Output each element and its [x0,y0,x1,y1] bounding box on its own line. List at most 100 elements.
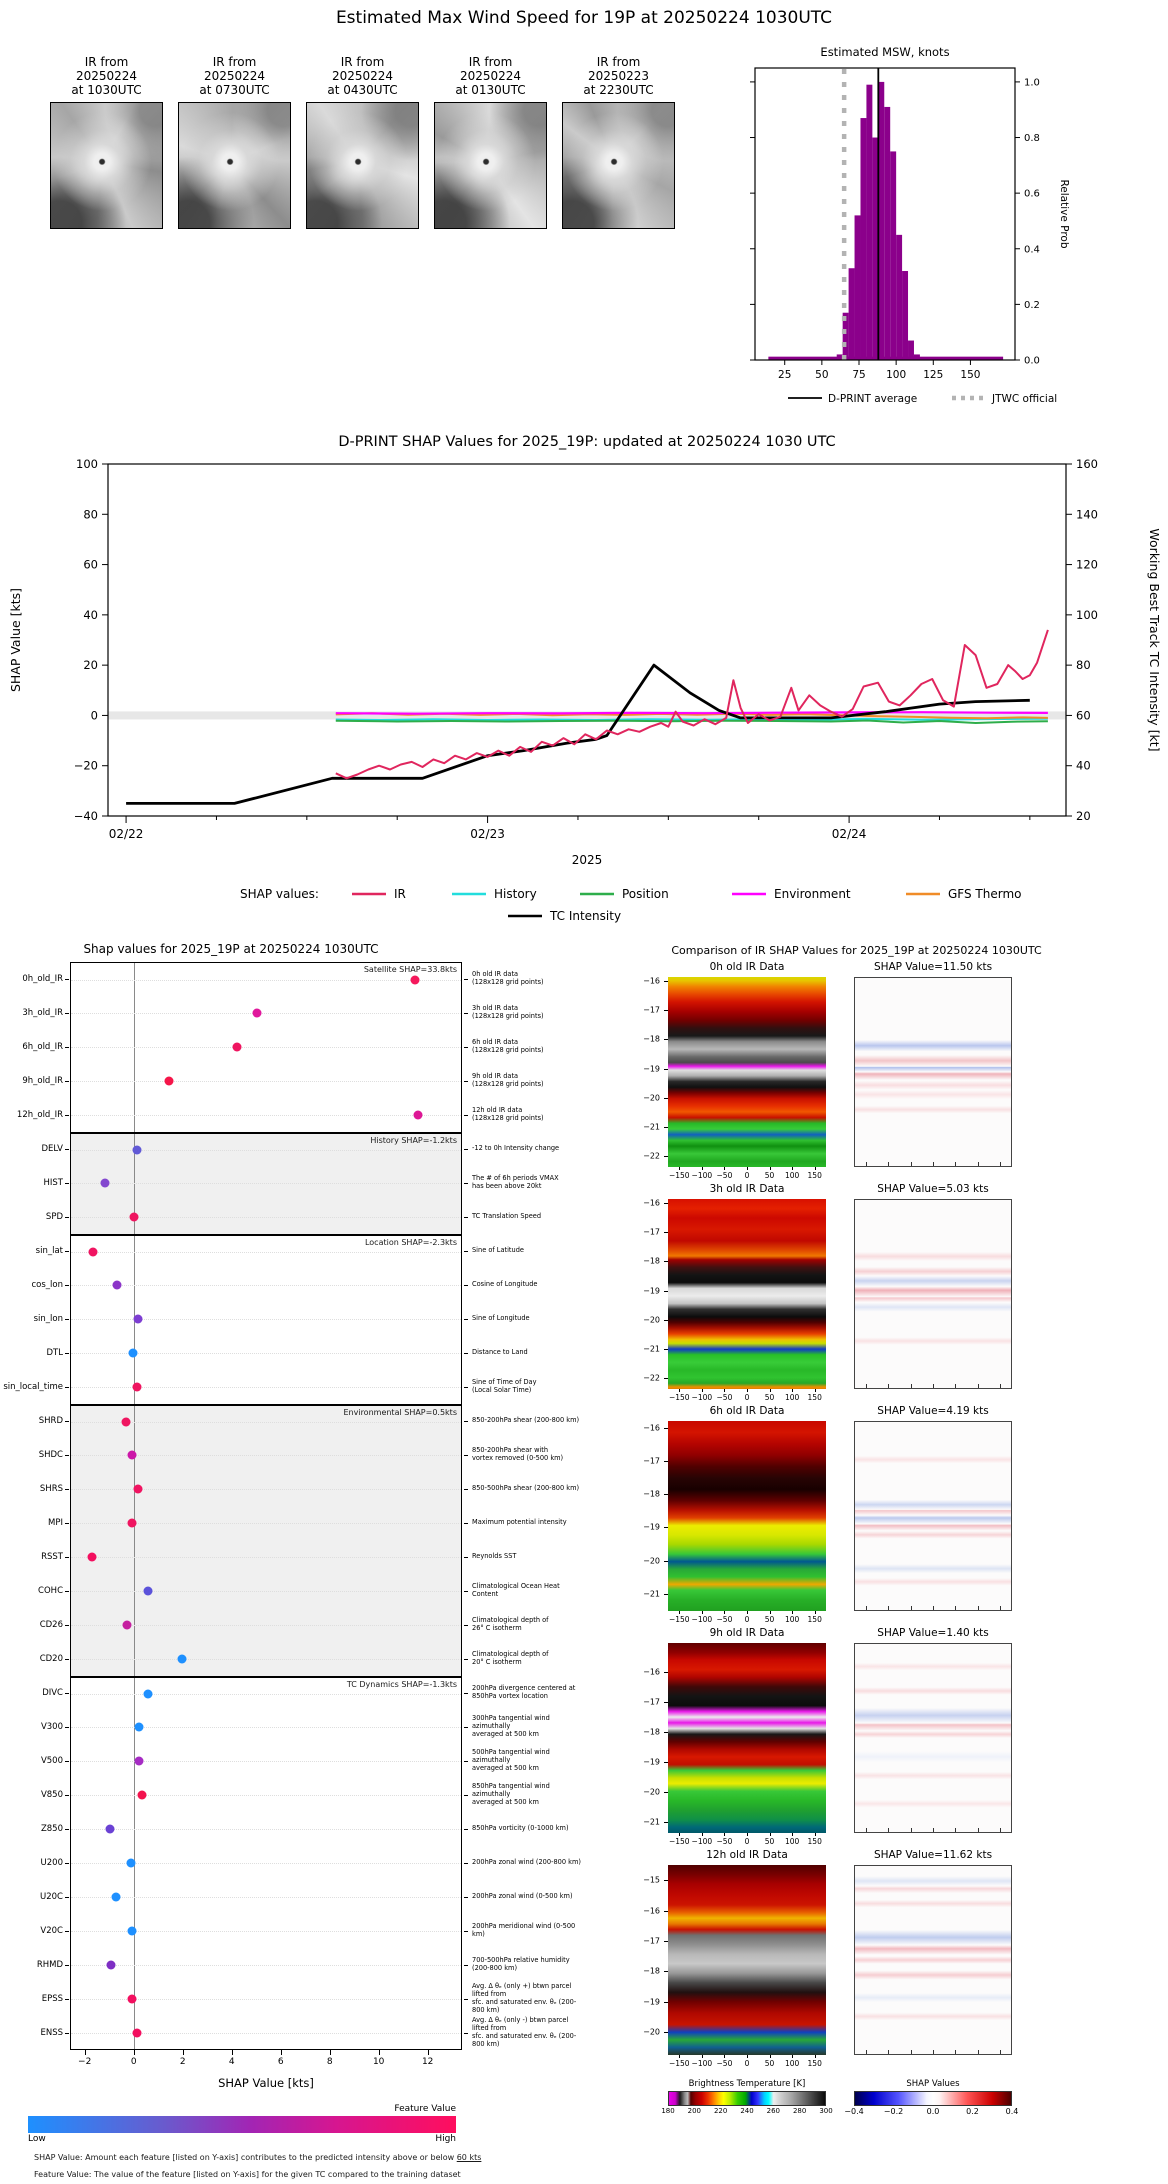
feature-description: 12h old IR data (128x128 grid points) [462,1098,583,1132]
shap-value-dot [134,1756,144,1766]
y-tick-label: −15 [643,1875,660,1885]
svg-text: 0.6 [1024,189,1040,200]
x-tick-label: −150 [668,1171,690,1180]
ir-shap-title: SHAP Value=11.62 kts [873,1849,993,1861]
ir-map-y-axis: −15 −16 −17 −18 −19 −20 [632,1849,668,2071]
feature-plot-cell [70,1098,462,1132]
dotplot-section-location: sin_lat Location SHAP=-2.3kts Sine of Lati… [0,1234,585,1404]
ir-shap-column: SHAP Value=4.19 kts [854,1405,1012,1627]
max-wind-section: Estimated Max Wind Speed for 19P at 2025… [0,8,1168,424]
x-tick-label: −100 [691,2059,713,2068]
x-tick [866,1606,868,1610]
x-tick-label: −50 [716,1393,733,1402]
y-tick [664,1701,668,1703]
shap-value-dot [133,1484,143,1494]
ir-brightness-map [668,1865,826,2055]
y-tick [664,1039,668,1041]
svg-text: JTWC official [991,393,1057,405]
feature-plot-cell [70,1030,462,1064]
y-tick-label: −20 [643,2027,660,2037]
y-tick [664,980,668,982]
ir-map-column: 12h old IR Data −150 −100 −50 0 50 100 150 [668,1849,826,2071]
feature-value-colorbar: Feature Value Low High [28,2104,456,2144]
series-history [335,717,1048,721]
y-tick-label: −19 [643,1997,660,2007]
feature-label: V300 [0,1710,70,1744]
feature-description: 3h old IR data (128x128 grid points) [462,996,583,1030]
x-tick [182,2050,184,2055]
feature-row: RSST Reynolds SST [0,1540,585,1574]
shap-value-dot [252,1008,262,1018]
x-tick [977,1828,979,1832]
x-tick [814,1389,816,1392]
feature-row: MPI Maximum potential intensity [0,1506,585,1540]
histogram-bar [854,215,861,360]
x-tick [814,1833,816,1836]
feature-row: COHC Climatological Ocean Heat Content [0,1574,585,1608]
ir-map-y-axis: −16 −17 −18 −19 −20 −21 [632,1405,668,1627]
feature-plot-cell [70,1914,462,1948]
msw-histogram-svg: 0.0 0.2 0.4 0.6 0.8 1.0 25 50 75 100 125 150 Estimat… [750,45,1070,405]
svg-text: Relative Prob [1058,179,1070,248]
y-tick-label: −22 [643,1373,660,1383]
histogram-bar [842,312,849,360]
feature-plot-cell [70,1948,462,1982]
y-tick [664,1460,668,1462]
ir-map-x-axis: −150 −100 −50 0 50 100 150 [668,1389,826,1405]
x-tick [933,2050,934,2054]
x-tick-label: −100 [691,1837,713,1846]
svg-text: −20 [74,759,98,773]
x-tick [724,1167,726,1170]
ir-comparison-row: −16 −17 −18 −19 −20 −21 −22 3h old IR Data −150−… [632,1183,1168,1405]
feature-label: SPD [0,1200,70,1234]
feature-plot-cell [70,1370,462,1404]
series-ir [335,629,1049,780]
ir-brightness-map [668,1643,826,1833]
section-shap-annotation: Environmental SHAP=0.5kts [343,1408,457,1417]
x-tick-label: 0 [744,1837,750,1846]
histogram-bar [866,84,873,360]
feature-plot-cell [70,1200,462,1234]
ir-shap-map [854,1421,1012,1611]
feature-row: CD20 Climatological depth of 20° C isothe… [0,1642,585,1676]
x-tick [814,1611,816,1614]
feature-description: Climatological depth of 20° C isotherm [462,1642,583,1676]
x-tick-label: 50 [764,2059,775,2068]
x-tick-label: −50 [716,2059,733,2068]
x-tick [999,1384,1001,1388]
x-tick [866,2050,868,2054]
feature-description: 700-500hPa relative humidity (200-800 km… [462,1948,583,1982]
x-tick-label: −50 [716,1837,733,1846]
svg-text: 25 [778,369,791,381]
y-tick-label: −16 [643,1423,660,1433]
shap-dotplot-panel: Shap values for 2025_19P at 20250224 103… [0,928,585,2184]
ir-map-title: 12h old IR Data [706,1849,788,1861]
y-tick-label: −16 [643,1906,660,1916]
feature-label: EPSS [0,1982,70,2016]
colorbar-tick-label: 300 [819,2107,833,2115]
feature-plot-cell: Environmental SHAP=0.5kts [70,1404,462,1438]
svg-text: SHAP values: [240,887,319,901]
colorbar-tick-label: 200 [687,2107,702,2115]
x-tick [769,1389,771,1392]
feature-plot-cell [70,1608,462,1642]
ir-map-x-axis: −150 −100 −50 0 50 100 150 [668,1167,826,1183]
svg-text: 120 [1076,558,1098,572]
shap-value-dot [87,1552,97,1562]
shap-value-dot [88,1247,98,1257]
feature-row: sin_lat Location SHAP=-2.3kts Sine of Lati… [0,1234,585,1268]
feature-plot-cell [70,1268,462,1302]
x-tick-label: −50 [716,1171,733,1180]
feature-description: 6h old IR data (128x128 grid points) [462,1030,583,1064]
feature-label: SHRS [0,1472,70,1506]
x-tick [814,2055,816,2058]
shap-timeseries-section: D-PRINT SHAP Values for 2025_19P: update… [0,424,1168,928]
feature-row: DIVC TC Dynamics SHAP=-1.3kts 200hPa diver… [0,1676,585,1710]
y-tick-label: −21 [643,1122,660,1132]
ir-map-y-axis: −16 −17 −18 −19 −20 −21 [632,1627,668,1849]
feature-plot-cell [70,1064,462,1098]
shap-value-dot [134,1722,144,1732]
x-tick [701,2055,703,2058]
page-title: Estimated Max Wind Speed for 19P at 2025… [335,8,833,28]
x-tick [701,1611,703,1614]
